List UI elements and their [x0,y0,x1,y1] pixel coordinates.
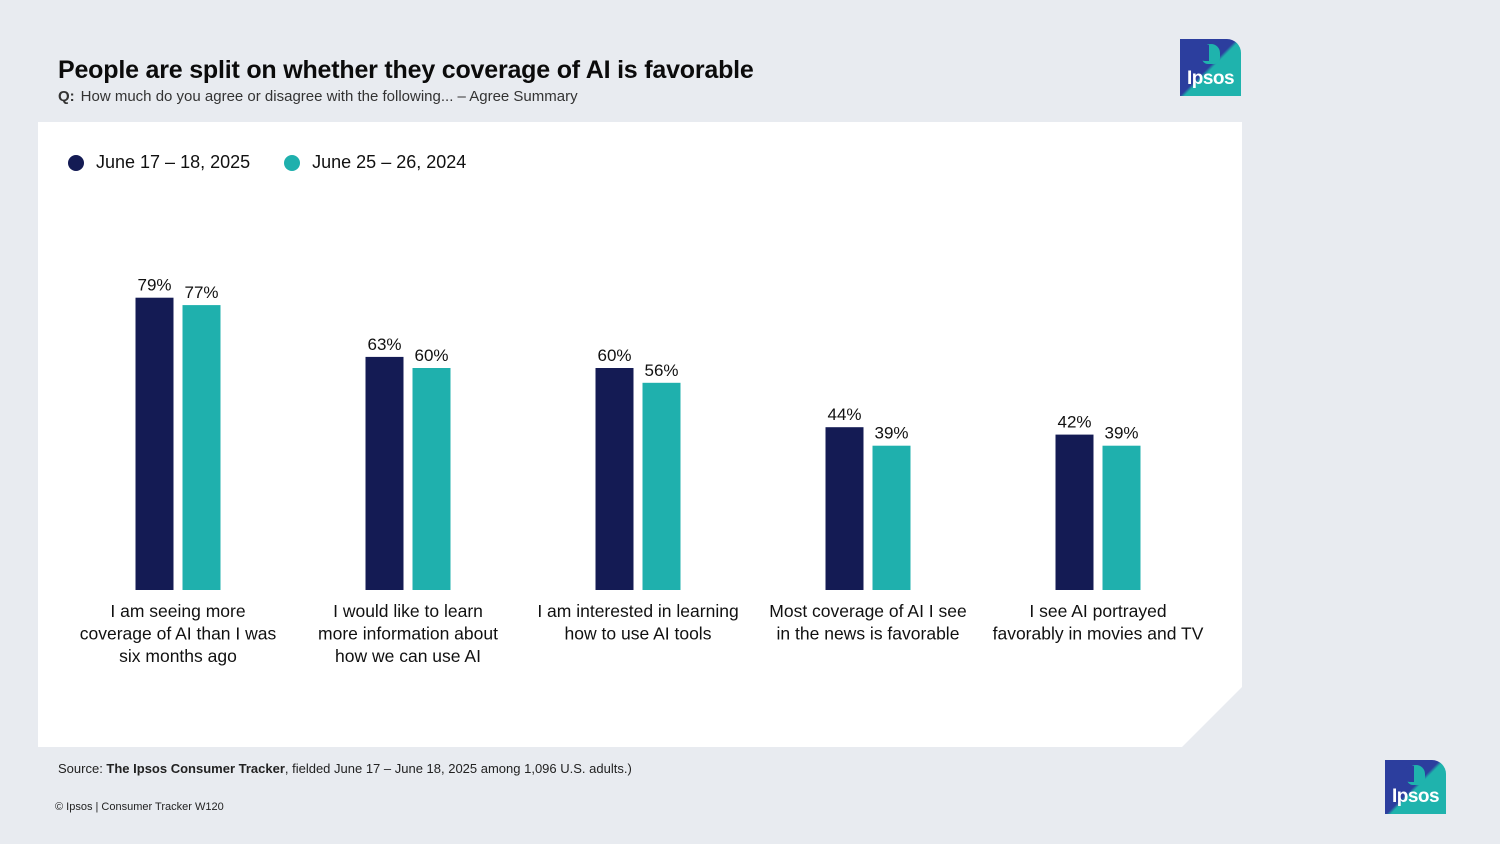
data-label: 44% [827,405,861,424]
category-label: I would like to learn more information ab… [318,601,498,666]
chart-legend: June 17 – 18, 2025 June 25 – 26, 2024 [68,152,500,173]
bar [1056,435,1094,590]
bar [826,427,864,590]
source-note: Source: The Ipsos Consumer Tracker, fiel… [58,761,632,776]
data-label: 77% [184,283,218,302]
source-prefix: Source: [58,761,107,776]
category-label: I see AI portrayed favorably in movies an… [993,601,1204,644]
bar [413,368,451,590]
data-label: 42% [1057,413,1091,432]
legend-swatch-2024 [284,155,300,171]
source-title: The Ipsos Consumer Tracker [106,761,285,776]
bar [183,305,221,590]
bar [873,446,911,590]
chart-panel: June 17 – 18, 2025 June 25 – 26, 2024 79… [38,122,1242,747]
category-label: Most coverage of AI I see in the news is … [769,601,966,644]
source-detail: , fielded June 17 – June 18, 2025 among … [284,761,632,776]
category-label: I am seeing more coverage of AI than I wa… [80,601,277,666]
bar [1103,446,1141,590]
bar-chart: 79% 77% I am seeing more coverage of AI tha… [38,122,1242,747]
data-label: 60% [414,346,448,365]
data-label: 39% [1104,424,1138,443]
legend-item-2025: June 17 – 18, 2025 [68,152,250,173]
question-text: How much do you agree or disagree with t… [80,88,578,105]
legend-label-2024: June 25 – 26, 2024 [312,152,467,172]
ipsos-logo-icon-footer: Ipsos [1385,760,1446,814]
legend-item-2024: June 25 – 26, 2024 [284,152,466,173]
bar [643,383,681,590]
data-label: 60% [597,346,631,365]
ipsos-logo-icon: Ipsos [1180,39,1241,96]
data-label: 63% [367,335,401,354]
bar [596,368,634,590]
category-label: I am interested in learning how to use AI… [537,601,738,644]
legend-swatch-2025 [68,155,84,171]
data-label: 39% [874,424,908,443]
legend-label-2025: June 17 – 18, 2025 [96,152,251,172]
bar [366,357,404,590]
logo-text-footer: Ipsos [1391,786,1440,807]
bar [136,298,174,590]
data-label: 79% [137,276,171,295]
data-label: 56% [644,361,678,380]
question-prefix: Q: [58,88,75,105]
page-title: People are split on whether they coverag… [58,56,754,84]
logo-text: Ipsos [1186,68,1235,89]
copyright-note: © Ipsos | Consumer Tracker W120 [55,801,224,813]
question-subtitle: Q: How much do you agree or disagree with… [58,88,578,105]
